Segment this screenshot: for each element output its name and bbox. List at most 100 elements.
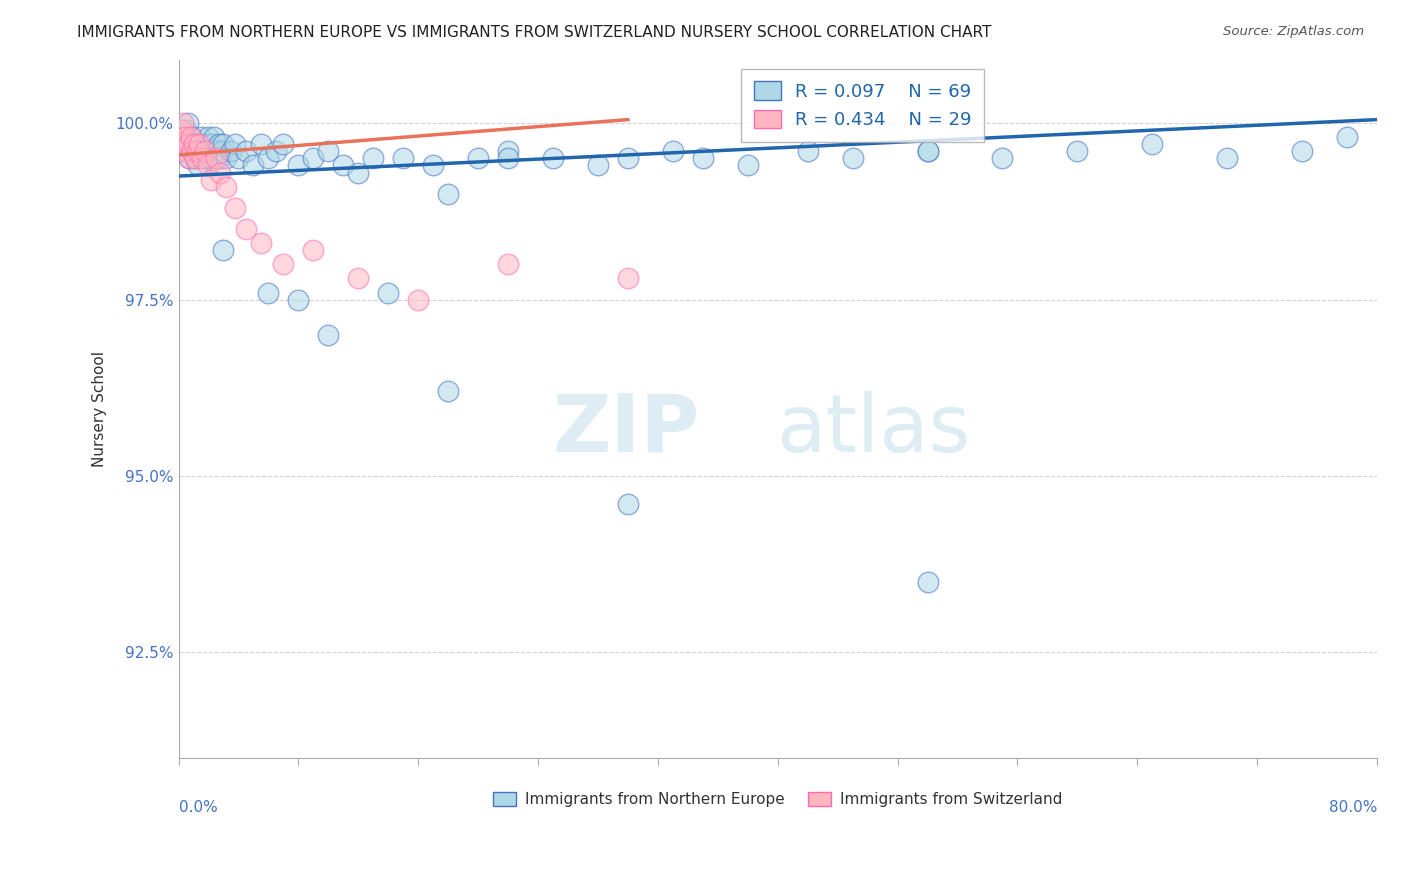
Point	[273, 137, 295, 152]
Point	[662, 145, 685, 159]
Point	[287, 293, 309, 307]
Point	[224, 137, 246, 152]
Text: IMMIGRANTS FROM NORTHERN EUROPE VS IMMIGRANTS FROM SWITZERLAND NURSERY SCHOOL CO: IMMIGRANTS FROM NORTHERN EUROPE VS IMMIG…	[77, 25, 991, 40]
Point	[377, 285, 399, 300]
Point	[174, 145, 197, 159]
Point	[187, 159, 209, 173]
Point	[228, 152, 250, 166]
Point	[361, 152, 384, 166]
Point	[496, 257, 519, 271]
Point	[215, 152, 238, 166]
Point	[991, 152, 1014, 166]
Point	[318, 145, 340, 159]
Point	[183, 137, 205, 152]
Point	[200, 172, 222, 186]
Point	[201, 145, 224, 159]
Point	[242, 159, 264, 173]
Point	[173, 130, 195, 145]
Point	[250, 236, 273, 251]
Point	[191, 145, 214, 159]
Point	[177, 152, 200, 166]
Point	[250, 137, 273, 152]
Point	[617, 271, 640, 285]
Point	[181, 130, 204, 145]
Point	[347, 165, 370, 179]
Point	[541, 152, 564, 166]
Point	[191, 152, 214, 166]
Point	[194, 137, 217, 152]
Point	[586, 159, 609, 173]
Text: atlas: atlas	[776, 391, 970, 469]
Point	[1336, 130, 1358, 145]
Point	[273, 257, 295, 271]
Point	[181, 145, 204, 159]
Point	[235, 222, 257, 236]
Y-axis label: Nursery School: Nursery School	[93, 351, 107, 467]
Point	[406, 293, 429, 307]
Point	[172, 130, 194, 145]
Point	[176, 137, 198, 152]
Point	[841, 152, 863, 166]
Point	[208, 137, 231, 152]
Point	[212, 137, 235, 152]
Point	[264, 145, 287, 159]
Point	[174, 123, 197, 137]
Point	[917, 145, 939, 159]
Point	[204, 130, 226, 145]
Point	[318, 327, 340, 342]
Point	[198, 152, 221, 166]
Point	[172, 116, 194, 130]
Point	[219, 145, 242, 159]
Point	[692, 152, 714, 166]
Point	[186, 145, 208, 159]
Point	[207, 145, 229, 159]
Point	[287, 159, 309, 173]
Point	[796, 145, 818, 159]
Point	[212, 243, 235, 257]
Point	[184, 152, 207, 166]
Text: Source: ZipAtlas.com: Source: ZipAtlas.com	[1223, 25, 1364, 38]
Point	[194, 145, 217, 159]
Point	[170, 145, 193, 159]
Point	[617, 497, 640, 511]
Point	[188, 137, 211, 152]
Point	[209, 165, 232, 179]
Point	[209, 152, 232, 166]
Point	[190, 130, 212, 145]
Point	[186, 145, 208, 159]
Point	[1216, 152, 1239, 166]
Point	[347, 271, 370, 285]
Point	[332, 159, 354, 173]
Point	[179, 145, 201, 159]
Point	[302, 152, 325, 166]
Point	[170, 123, 193, 137]
Point	[1142, 137, 1164, 152]
Point	[1291, 145, 1313, 159]
Point	[205, 152, 228, 166]
Point	[188, 137, 211, 152]
Point	[467, 152, 489, 166]
Point	[179, 130, 201, 145]
Legend: Immigrants from Northern Europe, Immigrants from Switzerland: Immigrants from Northern Europe, Immigra…	[486, 787, 1069, 814]
Point	[257, 152, 280, 166]
Point	[1066, 145, 1088, 159]
Point	[197, 130, 219, 145]
Text: 0.0%: 0.0%	[179, 800, 218, 815]
Point	[496, 152, 519, 166]
Point	[617, 152, 640, 166]
Point	[193, 152, 215, 166]
Point	[257, 285, 280, 300]
Point	[195, 145, 218, 159]
Text: 80.0%: 80.0%	[1329, 800, 1376, 815]
Point	[392, 152, 415, 166]
Point	[215, 179, 238, 194]
Text: ZIP: ZIP	[553, 391, 700, 469]
Point	[200, 137, 222, 152]
Point	[176, 116, 198, 130]
Point	[183, 137, 205, 152]
Point	[197, 159, 219, 173]
Point	[422, 159, 444, 173]
Point	[173, 137, 195, 152]
Point	[235, 145, 257, 159]
Point	[169, 137, 191, 152]
